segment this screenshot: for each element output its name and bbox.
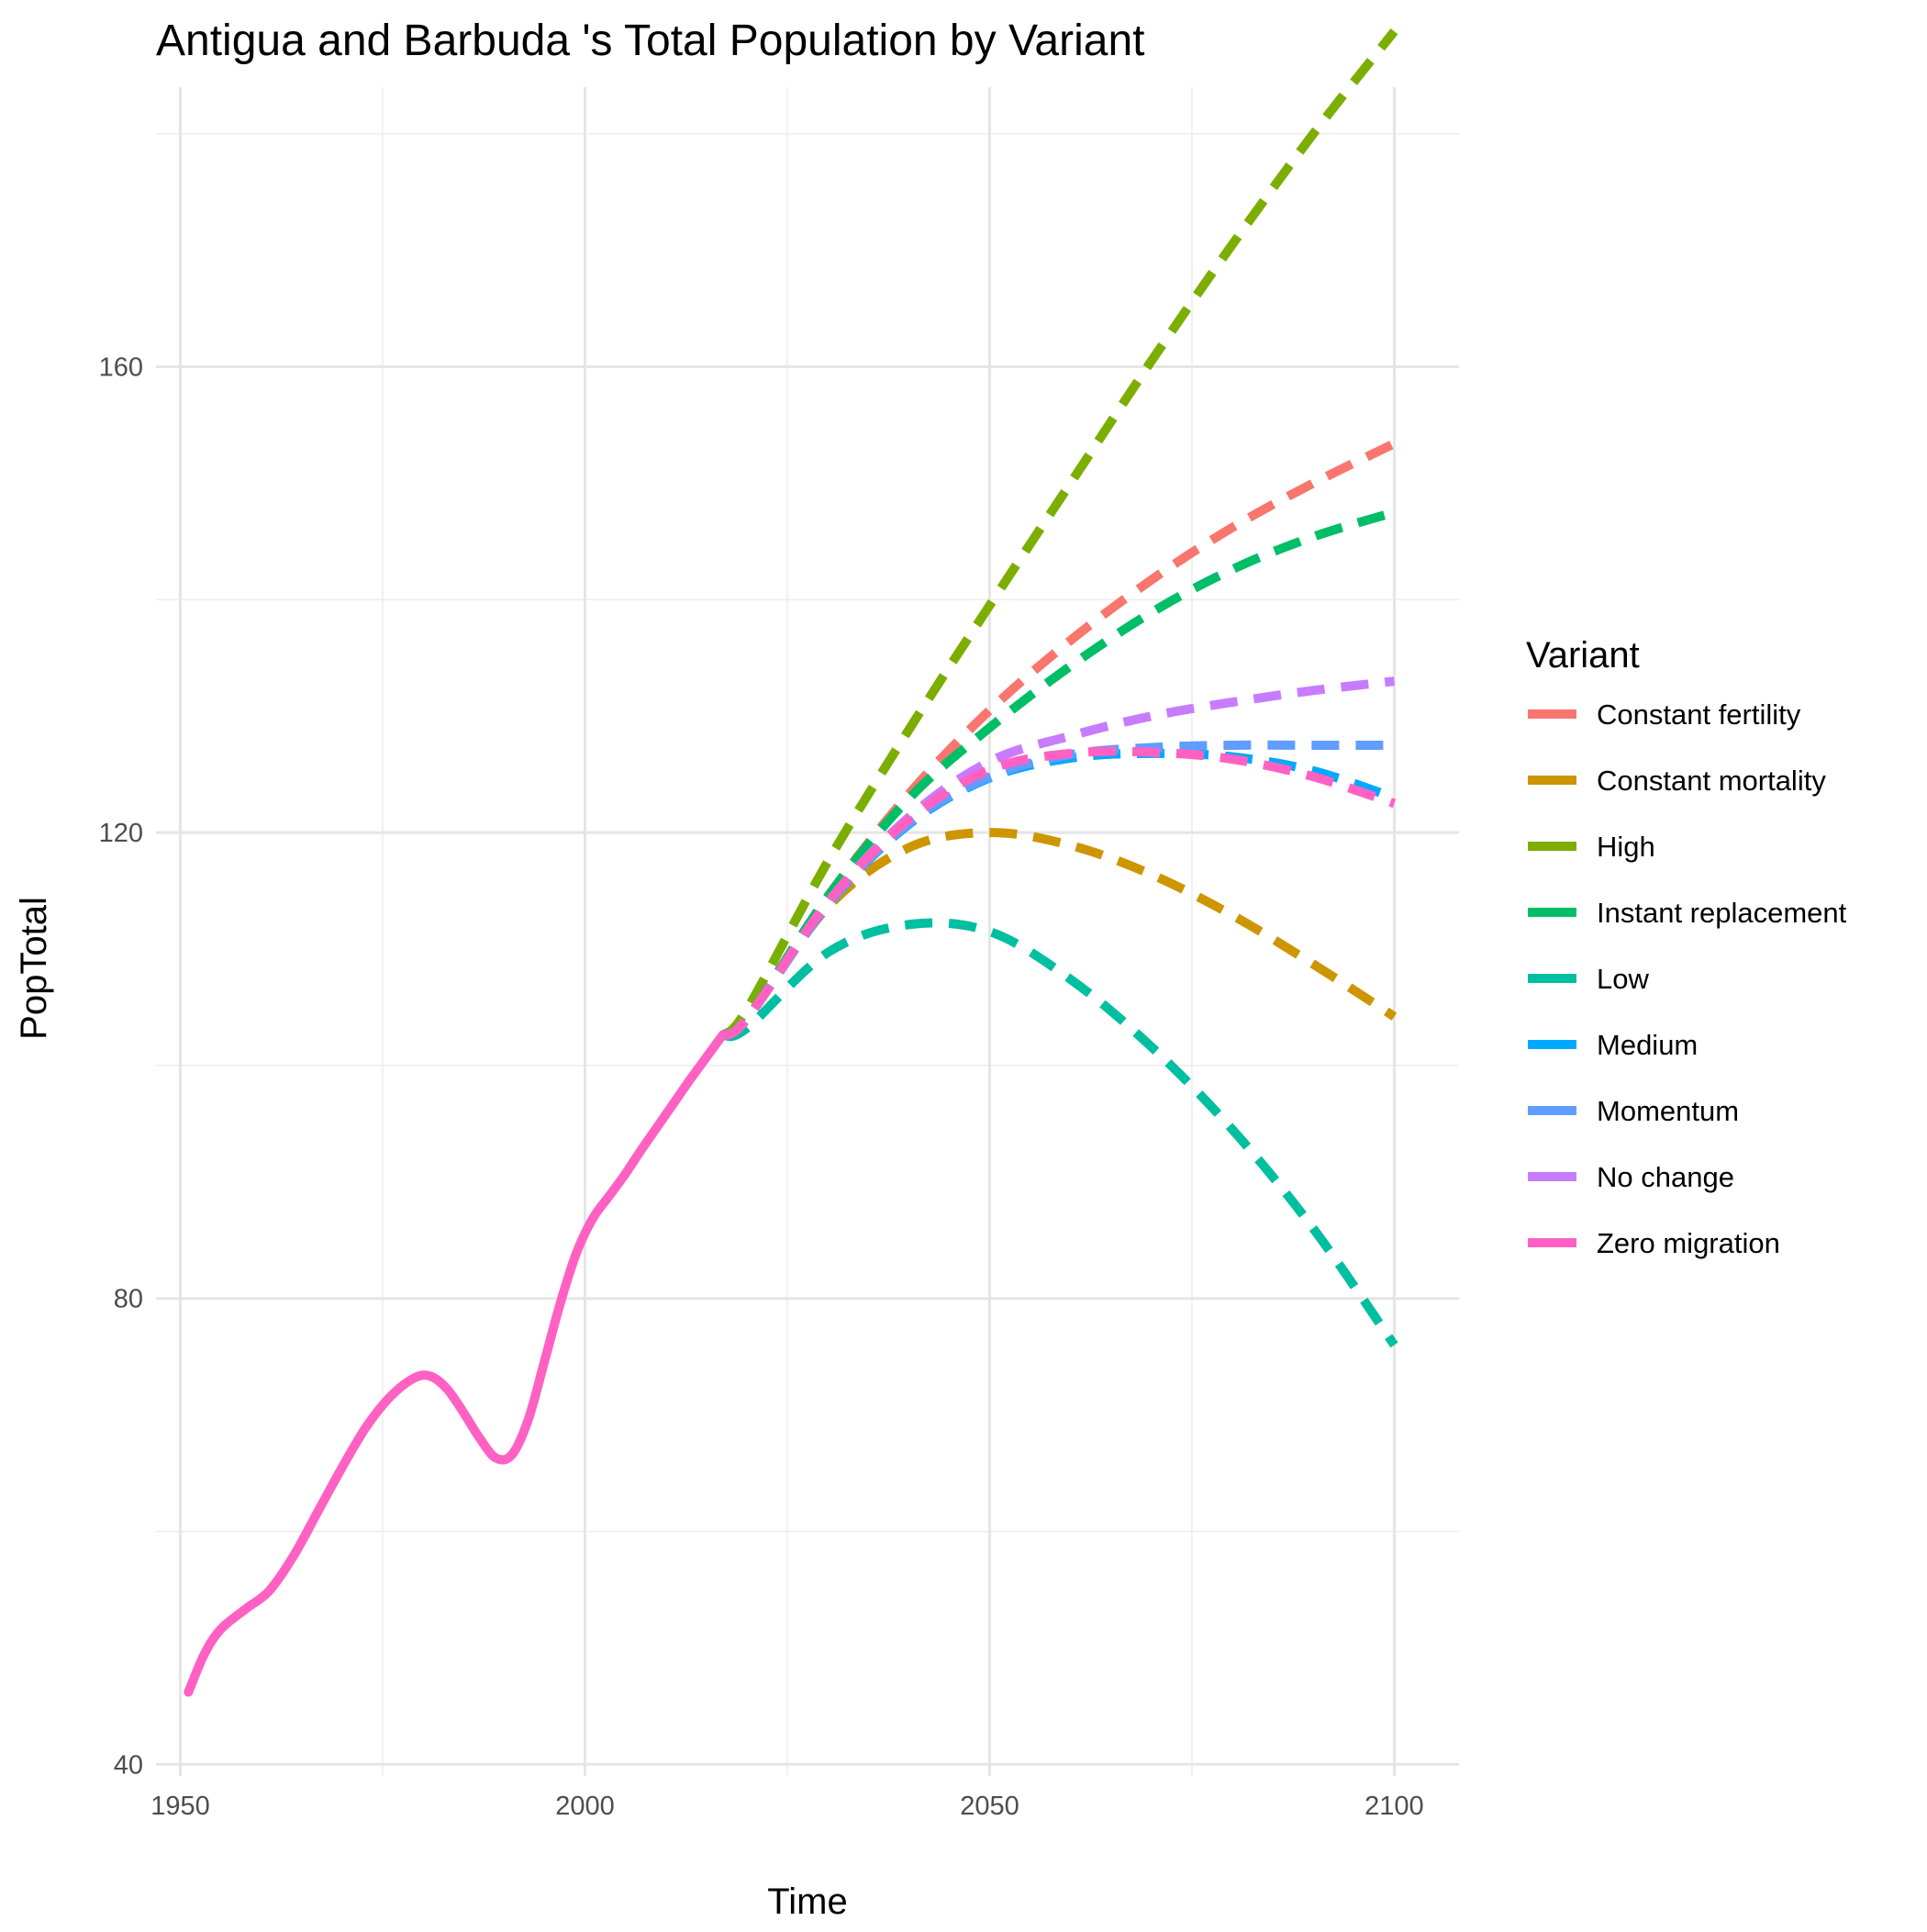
y-tick-label: 40 <box>114 1750 143 1780</box>
x-tick-label: 2100 <box>1364 1792 1424 1821</box>
legend-item: Momentum <box>1528 1095 1739 1127</box>
legend: Variant Constant fertility Constant morta… <box>1526 635 1847 1259</box>
x-tick-label: 2000 <box>555 1792 615 1821</box>
series-line-high <box>718 28 1398 1039</box>
legend-item: Low <box>1528 963 1649 995</box>
series-line-constant-fertility <box>719 439 1397 1040</box>
legend-label: Low <box>1597 963 1649 995</box>
legend-item: No change <box>1528 1161 1734 1193</box>
series-line-zero-migration <box>719 746 1397 1040</box>
legend-label: No change <box>1597 1161 1734 1193</box>
legend-label: Momentum <box>1597 1095 1739 1127</box>
legend-item: Zero migration <box>1528 1227 1780 1259</box>
legend-label: Medium <box>1597 1029 1698 1061</box>
legend-label: Instant replacement <box>1597 897 1847 929</box>
y-tick-label: 120 <box>99 819 143 848</box>
y-tick-label: 160 <box>99 353 143 383</box>
series-line-medium <box>719 748 1397 1040</box>
historical-line <box>184 1030 728 1697</box>
series-line-instant-replacement <box>719 508 1396 1040</box>
tick-labels: 1950 2000 2050 2100 40 80 120 160 <box>99 353 1424 1821</box>
legend-item: Constant fertility <box>1528 698 1801 731</box>
series-line-no-change <box>719 676 1396 1040</box>
legend-label: Constant fertility <box>1597 698 1801 731</box>
y-axis-label: PopTotal <box>14 897 54 1040</box>
legend-label: Constant mortality <box>1597 765 1826 797</box>
legend-item: Medium <box>1528 1029 1698 1061</box>
legend-item: Constant mortality <box>1528 765 1826 797</box>
x-tick-label: 2050 <box>960 1792 1019 1821</box>
legend-item: Instant replacement <box>1528 897 1847 929</box>
legend-label: High <box>1597 831 1655 863</box>
series-line-momentum <box>719 740 1395 1040</box>
chart-title: Antigua and Barbuda 's Total Population … <box>156 17 1144 65</box>
y-tick-label: 80 <box>114 1285 143 1314</box>
series-lines <box>184 28 1398 1697</box>
legend-label: Zero migration <box>1597 1227 1780 1259</box>
grid-lines <box>156 87 1459 1776</box>
x-tick-label: 1950 <box>150 1792 210 1821</box>
legend-item: High <box>1528 831 1655 863</box>
x-axis-label: Time <box>767 1882 847 1922</box>
series-line-low <box>721 918 1398 1348</box>
legend-title: Variant <box>1526 635 1640 676</box>
